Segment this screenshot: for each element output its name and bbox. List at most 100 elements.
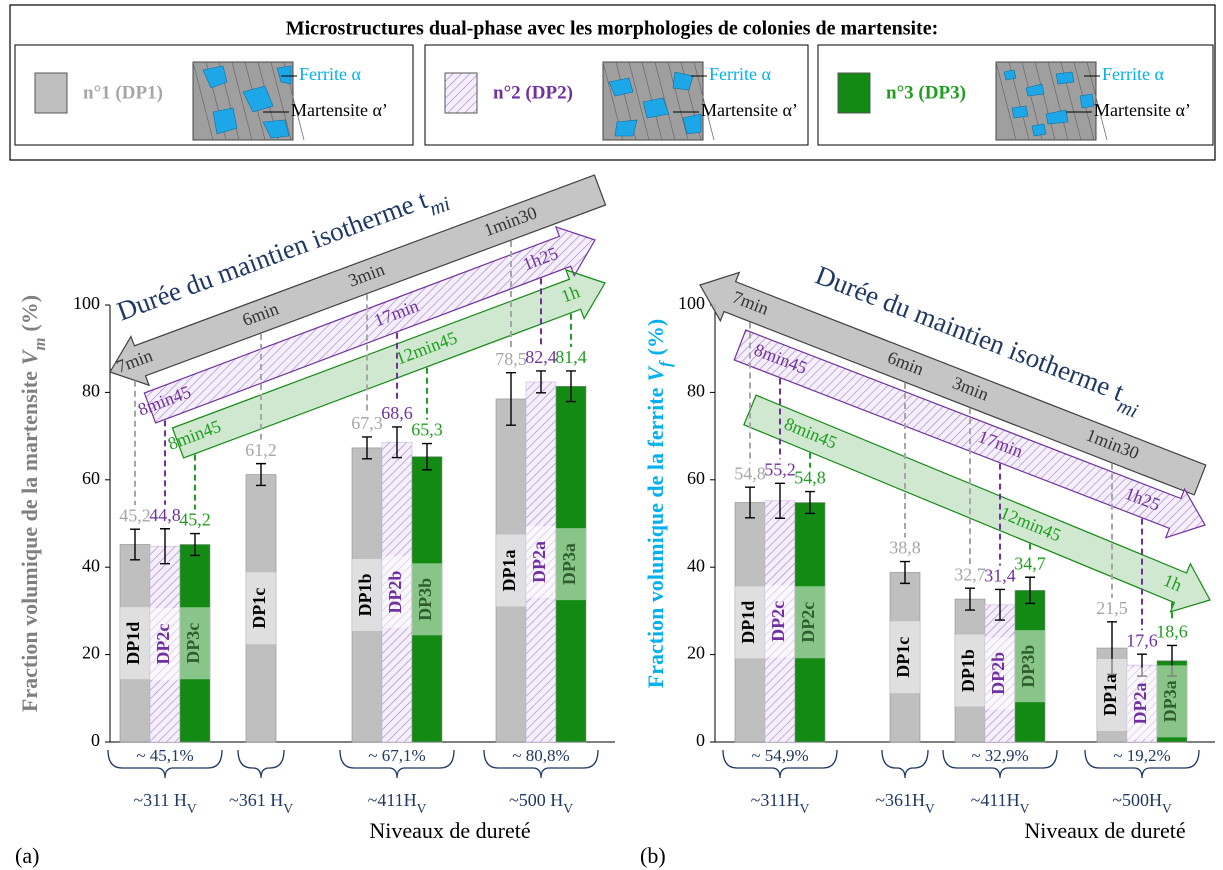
legend-swatch <box>444 72 478 114</box>
x-tick-label-part: ~500H <box>1112 790 1162 810</box>
error-bar <box>362 436 372 460</box>
y-axis-label: Fraction volumique de la martensite Vm (%) <box>17 295 49 712</box>
error-bar <box>392 426 402 459</box>
micrograph-boundary <box>231 61 253 141</box>
value-label: 17,6 <box>1126 630 1158 650</box>
y-axis-label-part: Fraction volumique de la ferrite <box>643 387 668 688</box>
micrograph-boundary <box>995 61 1017 141</box>
y-axis-label: Fraction volumique de la ferrite Vf (%) <box>643 319 675 688</box>
x-tick-label: ~500 HV <box>509 790 573 815</box>
x-tick-label: ~500HV <box>1112 790 1172 815</box>
micrograph-boundary <box>1086 61 1108 141</box>
ferrite-grain <box>1055 71 1075 85</box>
hold-time-arrow <box>143 226 596 424</box>
value-label: 82,4 <box>525 347 557 367</box>
error-bar <box>775 482 785 519</box>
group-brace <box>483 749 599 779</box>
bar-label: DP2c <box>798 602 818 643</box>
x-axis-label: Niveaux de dureté <box>369 818 530 843</box>
hold-time-arrow <box>109 174 607 387</box>
y-tick-label: 20 <box>82 643 100 663</box>
y-axis-label-part: V <box>17 348 42 365</box>
bar-label-band <box>1127 667 1157 740</box>
bar-label: DP2a <box>529 541 549 583</box>
bar-label-band <box>246 572 276 645</box>
value-label: 45,2 <box>119 505 151 525</box>
x-tick-label-part: ~500 H <box>509 790 563 810</box>
y-axis-label-part: (%) <box>643 319 668 356</box>
ferrite-grain <box>1031 123 1047 137</box>
micrograph-boundary <box>192 61 214 141</box>
legend-swatch <box>837 72 871 114</box>
x-tick-label-part: ~361 H <box>229 790 283 810</box>
micrograph-boundary <box>270 61 292 141</box>
bar-label: DP1d <box>738 601 758 644</box>
legend-box <box>424 44 809 146</box>
y-axis-label-part: f <box>656 360 675 367</box>
y-tick-label: 0 <box>91 730 100 750</box>
x-tick-label-part: V <box>417 801 427 816</box>
bar-label: DP1d <box>123 622 143 665</box>
x-tick-label-part: V <box>1020 801 1030 816</box>
legend-label: n°1 (DP1) <box>83 82 163 103</box>
group-mean: ~ 54,9% <box>751 746 808 765</box>
martensite-label: Martensite α’ <box>291 100 388 120</box>
bar-label-band <box>985 637 1015 710</box>
bar-label-band <box>382 556 412 629</box>
legend-box <box>14 44 414 146</box>
bar-label: DP1c <box>249 588 269 629</box>
value-label: 54,8 <box>734 463 766 483</box>
error-bar <box>805 490 815 515</box>
error-bar <box>422 442 432 471</box>
y-tick-label: 20 <box>687 643 705 663</box>
x-tick-label-part: ~361H <box>875 790 925 810</box>
error-bar <box>256 462 266 487</box>
value-label: 44,8 <box>149 505 181 525</box>
value-label: 21,5 <box>1096 598 1128 618</box>
y-tick-label: 0 <box>696 730 705 750</box>
group-mean: ~ 45,1% <box>136 746 193 765</box>
x-tick-label-part: ~311H <box>751 790 800 810</box>
bar-label: DP1b <box>958 649 978 692</box>
x-tick-label: ~311HV <box>751 790 810 815</box>
ferrite-grain <box>212 107 238 135</box>
bar-label: DP1a <box>1100 674 1120 716</box>
error-bar <box>160 528 170 565</box>
bar-label: DP2b <box>385 571 405 614</box>
value-label: 81,4 <box>555 347 587 367</box>
micrograph-boundary <box>1034 61 1056 141</box>
error-bar <box>900 560 910 585</box>
value-label: 38,8 <box>889 538 921 558</box>
value-label: 32,7 <box>954 564 986 584</box>
legend-box <box>817 44 1214 146</box>
group-mean: ~ 19,2% <box>1113 746 1170 765</box>
error-bar <box>965 587 975 611</box>
y-tick-label: 80 <box>687 381 705 401</box>
bar-label: DP1b <box>355 573 375 616</box>
x-tick-label-part: V <box>563 801 573 816</box>
panel-label: (a) <box>15 843 39 868</box>
bar-label-band <box>412 563 442 636</box>
value-label: 61,2 <box>245 440 277 460</box>
x-tick-label: ~361HV <box>875 790 935 815</box>
y-tick-label: 40 <box>82 555 100 575</box>
bar-label-band <box>150 608 180 681</box>
martensite-label: Martensite α’ <box>701 100 798 120</box>
micrograph-boundary <box>667 61 689 141</box>
error-bar <box>745 486 755 519</box>
ferrite-grain <box>276 65 292 85</box>
hold-time-arrow <box>699 271 1207 496</box>
x-axis-label: Niveaux de dureté <box>1024 818 1185 843</box>
micrograph-boundary <box>654 61 676 141</box>
group-brace <box>1084 749 1200 779</box>
y-axis-label-part: (%) <box>17 295 42 332</box>
ferrite-grain <box>1003 69 1017 81</box>
error-bar <box>995 588 1005 621</box>
legend-label: n°3 (DP3) <box>886 82 966 103</box>
group-brace <box>339 749 455 779</box>
legend-frame <box>9 4 1216 161</box>
ferrite-grain <box>1025 83 1045 97</box>
group-brace <box>107 749 223 779</box>
value-label: 78,5 <box>495 349 527 369</box>
bar-label: DP2a <box>1130 683 1150 725</box>
